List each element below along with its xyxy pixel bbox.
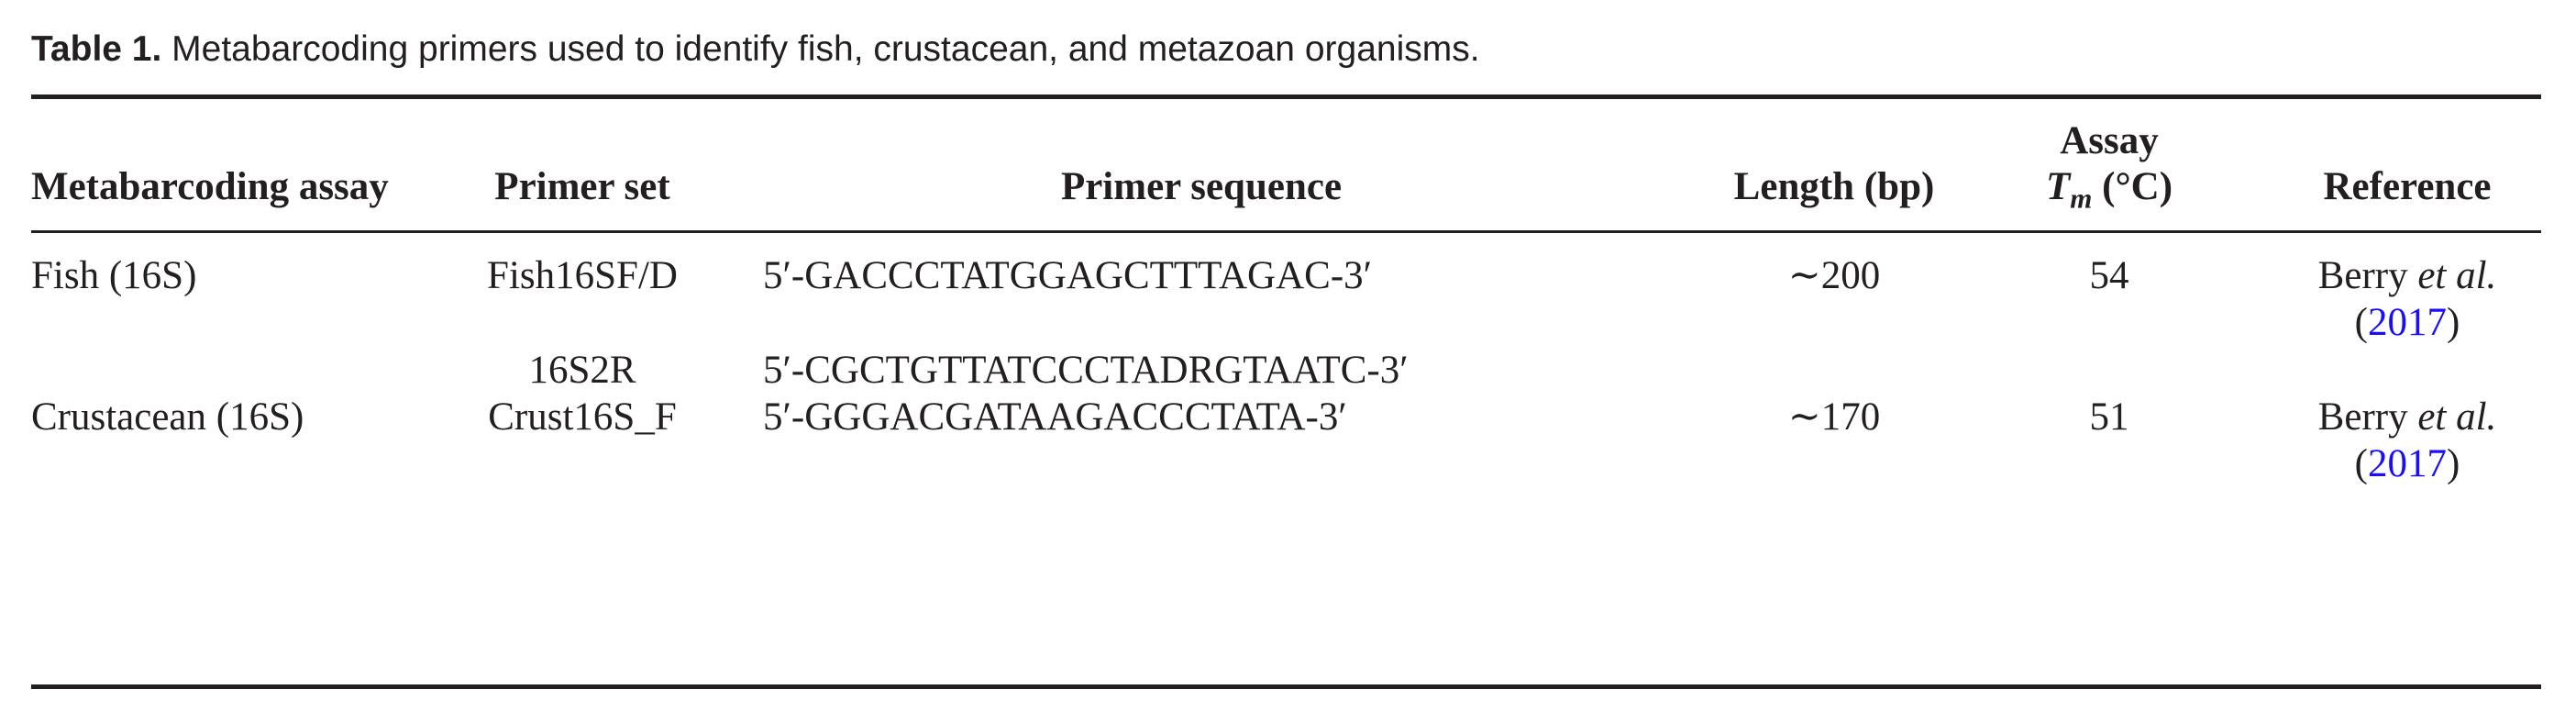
row-crustacean-tm: 51 — [2089, 395, 2129, 439]
row-fish-length: ∼200 — [1787, 254, 1881, 297]
row-16s2r-primer-sequence: 5′-CGCTGTTATCCCTADRGTAATC-3′ — [763, 349, 1409, 392]
table-bottom-rule — [31, 684, 2541, 689]
header-length: Length (bp) — [1733, 165, 1935, 208]
row-crustacean-primer-set: Crust16S_F — [488, 395, 677, 439]
row-crustacean-primer-sequence: 5′-GGGACGATAAGACCCTATA-3′ — [763, 395, 1347, 439]
header-primer-sequence: Primer sequence — [1060, 165, 1343, 208]
row-fish-reference-year: (2017) — [2256, 299, 2559, 346]
row-fish-assay: Fish (16S) — [31, 254, 197, 297]
tm-symbol: T — [2045, 165, 2071, 208]
ref-year-link[interactable]: 2017 — [2368, 442, 2447, 485]
tm-subscript: m — [2070, 182, 2093, 215]
row-fish-tm: 54 — [2089, 254, 2129, 297]
ref-paren-open: ( — [2354, 442, 2368, 485]
ref-year-link[interactable]: 2017 — [2368, 301, 2447, 344]
row-16s2r-primer-set: 16S2R — [528, 349, 636, 392]
table-caption: Table 1. Metabarcoding primers used to i… — [31, 26, 1480, 73]
ref-paren-close: ) — [2447, 301, 2460, 344]
header-assay-tm-line1: Assay — [2060, 119, 2159, 162]
row-crustacean-reference-year: (2017) — [2256, 440, 2559, 487]
header-assay-tm-line2: Tm (°C) — [1962, 163, 2256, 222]
row-fish-primer-set: Fish16SF/D — [487, 254, 678, 297]
row-crustacean-length: ∼170 — [1787, 395, 1881, 439]
row-fish-reference-author: Berry et al. — [2256, 252, 2559, 299]
table-caption-label: Table 1. — [31, 29, 162, 69]
table-header-rule — [31, 230, 2541, 233]
table-caption-text: Metabarcoding primers used to identify f… — [171, 29, 1480, 69]
ref-etal: et al. — [2417, 254, 2497, 297]
header-reference: Reference — [2323, 165, 2492, 208]
row-crustacean-reference-author: Berry et al. — [2256, 394, 2559, 440]
ref-paren-open: ( — [2354, 301, 2368, 344]
table-top-rule — [31, 95, 2541, 99]
ref-etal: et al. — [2417, 395, 2497, 439]
ref-paren-close: ) — [2447, 442, 2460, 485]
ref-author: Berry — [2317, 254, 2418, 297]
header-primer-set: Primer set — [494, 165, 670, 208]
ref-author: Berry — [2317, 395, 2418, 439]
header-metabarcoding-assay: Metabarcoding assay — [31, 165, 389, 208]
row-crustacean-assay: Crustacean (16S) — [31, 395, 304, 439]
row-fish-primer-sequence: 5′-GACCCTATGGAGCTTTAGAC-3′ — [763, 254, 1373, 297]
tm-unit: (°C) — [2092, 165, 2173, 208]
